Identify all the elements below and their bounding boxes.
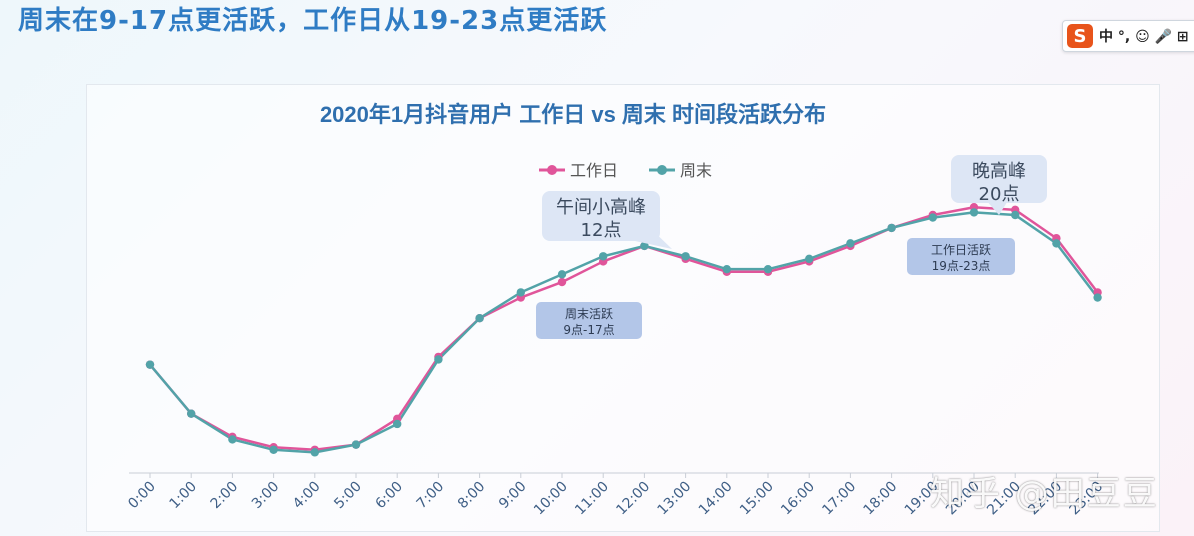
x-tick-label: 6:00 bbox=[372, 479, 406, 513]
page-headline: 周末在9-17点更活跃，工作日从19-23点更活跃 bbox=[18, 6, 608, 36]
weekend-point bbox=[1011, 210, 1020, 220]
chart-panel: 2020年1月抖音用户 工作日 vs 周末 时间段活跃分布 工作日 周末 0:0… bbox=[86, 84, 1160, 532]
weekend-point bbox=[187, 409, 196, 418]
line-chart: 2020年1月抖音用户 工作日 vs 周末 时间段活跃分布 工作日 周末 0:0… bbox=[125, 102, 1106, 519]
ime-status-text[interactable]: 中 °, ☺ 🎤 ⊞ bbox=[1099, 29, 1189, 45]
workday-active-label: 工作日活跃 19点-23点 bbox=[907, 238, 1015, 275]
weekend-active-text: 周末活跃 bbox=[565, 307, 613, 321]
weekend-point bbox=[681, 252, 690, 261]
weekend-active-range: 9点-17点 bbox=[563, 323, 614, 337]
x-tick-label: 17:00 bbox=[819, 479, 859, 519]
sogou-logo-icon[interactable]: S bbox=[1067, 24, 1093, 48]
weekend-point bbox=[393, 419, 402, 429]
noon-peak-time: 12点 bbox=[581, 220, 622, 241]
weekend-point bbox=[228, 435, 237, 444]
x-tick-label: 14:00 bbox=[696, 479, 736, 519]
x-tick-label: 4:00 bbox=[290, 479, 324, 513]
weekend-point bbox=[640, 241, 649, 251]
noon-peak-callout: 午间小高峰 12点 bbox=[542, 191, 672, 249]
workday-active-text: 工作日活跃 bbox=[931, 243, 991, 257]
weekend-point bbox=[763, 264, 773, 274]
x-tick-label: 10:00 bbox=[531, 479, 571, 519]
x-tick-label: 8:00 bbox=[455, 479, 489, 513]
weekend-point bbox=[969, 208, 979, 217]
weekend-point bbox=[805, 254, 814, 264]
weekend-point bbox=[434, 355, 443, 364]
workday-point bbox=[557, 277, 567, 287]
x-tick-label: 2:00 bbox=[208, 479, 242, 513]
series-line-workday bbox=[149, 206, 1099, 452]
weekend-point bbox=[1052, 239, 1061, 248]
weekend-point bbox=[475, 314, 484, 323]
legend-item-workday: 工作日 bbox=[539, 161, 618, 180]
legend: 工作日 周末 bbox=[539, 161, 712, 180]
legend-label-weekend: 周末 bbox=[680, 161, 712, 180]
legend-item-weekend: 周末 bbox=[649, 161, 712, 180]
x-tick-label: 15:00 bbox=[737, 479, 777, 519]
weekend-point bbox=[887, 223, 896, 233]
weekend-point bbox=[599, 252, 608, 261]
weekend-point bbox=[722, 264, 731, 274]
x-tick-label: 5:00 bbox=[331, 479, 365, 513]
legend-label-workday: 工作日 bbox=[570, 161, 618, 180]
x-tick-label: 9:00 bbox=[496, 479, 530, 513]
weekend-point bbox=[269, 445, 278, 454]
weekend-point bbox=[846, 239, 855, 248]
x-tick-label: 7:00 bbox=[414, 479, 448, 513]
evening-peak-time: 20点 bbox=[979, 184, 1020, 205]
x-tick-label: 1:00 bbox=[166, 479, 200, 513]
weekend-point bbox=[145, 360, 155, 369]
x-tick-label: 11:00 bbox=[572, 479, 612, 519]
zhihu-watermark: 知乎 @田豆豆 bbox=[930, 474, 1159, 514]
evening-peak-callout: 晚高峰 20点 bbox=[951, 155, 1047, 215]
series-layer bbox=[145, 203, 1102, 457]
x-tick-label: 16:00 bbox=[778, 479, 818, 519]
x-tick-label: 0:00 bbox=[125, 479, 159, 513]
weekend-point bbox=[1093, 293, 1102, 302]
weekend-point bbox=[351, 440, 361, 449]
ime-toolbar[interactable]: S 中 °, ☺ 🎤 ⊞ bbox=[1062, 20, 1194, 52]
series-line-weekend bbox=[149, 211, 1099, 454]
evening-peak-label: 晚高峰 bbox=[972, 161, 1026, 182]
weekend-active-label: 周末活跃 9点-17点 bbox=[536, 302, 642, 339]
x-tick-label: 12:00 bbox=[613, 479, 653, 519]
weekend-point bbox=[310, 448, 319, 457]
chart-title: 2020年1月抖音用户 工作日 vs 周末 时间段活跃分布 bbox=[320, 102, 826, 127]
x-tick-label: 13:00 bbox=[655, 479, 695, 519]
x-tick-label: 3:00 bbox=[249, 479, 283, 513]
noon-peak-label: 午间小高峰 bbox=[556, 197, 646, 218]
weekend-point bbox=[516, 288, 525, 297]
weekend-point bbox=[928, 213, 937, 222]
workday-active-range: 19点-23点 bbox=[932, 259, 991, 273]
x-tick-label: 18:00 bbox=[861, 479, 901, 519]
weekend-point bbox=[557, 270, 567, 279]
